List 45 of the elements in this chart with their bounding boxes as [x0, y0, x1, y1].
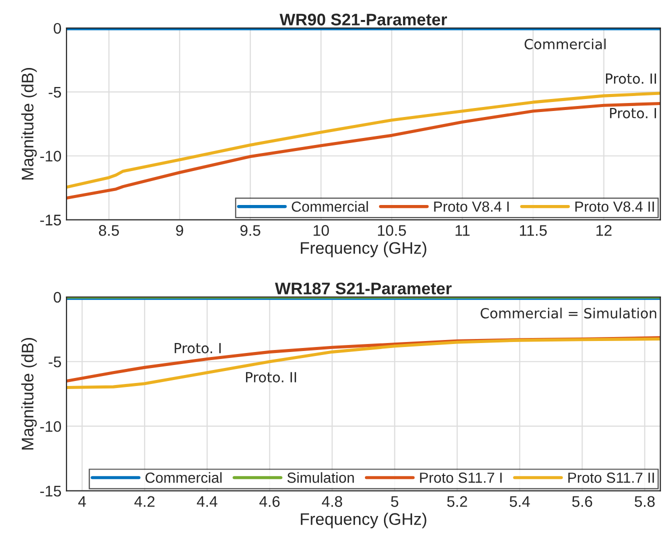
annotation: Proto. II — [246, 372, 296, 382]
x-tick-label: 4.2 — [134, 496, 154, 507]
x-axis-title: Frequency (GHz) — [300, 242, 426, 258]
x-tick-label: 5.4 — [510, 496, 530, 507]
legend-label: Commercial — [292, 201, 368, 212]
y-tick-label: 0 — [54, 292, 62, 303]
x-tick-label: 5.6 — [572, 496, 592, 507]
y-tick-label: -15 — [40, 214, 61, 226]
x-tick-label: 5.2 — [447, 496, 468, 507]
x-tick-label: 11 — [456, 225, 470, 236]
annotation: Commercial — [524, 38, 606, 50]
legend-label: Commercial — [145, 472, 222, 483]
chart-title: WR90 S21-Parameter — [280, 14, 448, 26]
y-tick-label: 0 — [54, 22, 62, 34]
y-tick-label: -10 — [40, 150, 62, 162]
legend-label: Proto S11.7 I — [420, 472, 502, 483]
annotation: Proto. I — [174, 343, 221, 354]
legend-label: Proto S11.7 II — [568, 472, 654, 483]
y-axis-title: Magnitude (dB) — [21, 338, 37, 450]
y-axis-title: Magnitude (dB) — [21, 68, 37, 180]
x-tick-label: 4 — [78, 496, 86, 507]
x-tick-label: 10 — [314, 225, 329, 236]
x-tick-label: 4.6 — [259, 496, 280, 507]
legend-label: Proto V8.4 II — [575, 201, 654, 212]
annotation: Proto. II — [606, 74, 656, 84]
x-tick-label: 12 — [596, 225, 612, 236]
x-tick-label: 8.5 — [98, 225, 119, 236]
x-tick-label: 5.8 — [634, 496, 655, 507]
x-tick-label: 4.8 — [322, 496, 342, 507]
y-tick-label: -5 — [48, 87, 61, 98]
annotation: Commercial = Simulation — [480, 308, 656, 318]
x-tick-label: 10.5 — [378, 225, 406, 236]
x-tick-label: 9 — [176, 225, 184, 236]
chart-title: WR187 S21-Parameter — [274, 282, 452, 294]
y-tick-label: -10 — [40, 421, 62, 432]
y-tick-label: -5 — [48, 356, 61, 368]
x-tick-label: 9.5 — [240, 225, 260, 236]
x-tick-label: 4.4 — [196, 496, 218, 507]
x-tick-label: 5 — [391, 496, 398, 507]
annotation: Proto. I — [610, 108, 656, 118]
legend-label: Proto V8.4 I — [434, 201, 509, 212]
legend-label: Simulation — [287, 472, 354, 483]
x-tick-label: 11.5 — [520, 225, 547, 236]
x-axis-title: Frequency (GHz) — [300, 512, 426, 528]
y-tick-label: -15 — [40, 486, 61, 497]
